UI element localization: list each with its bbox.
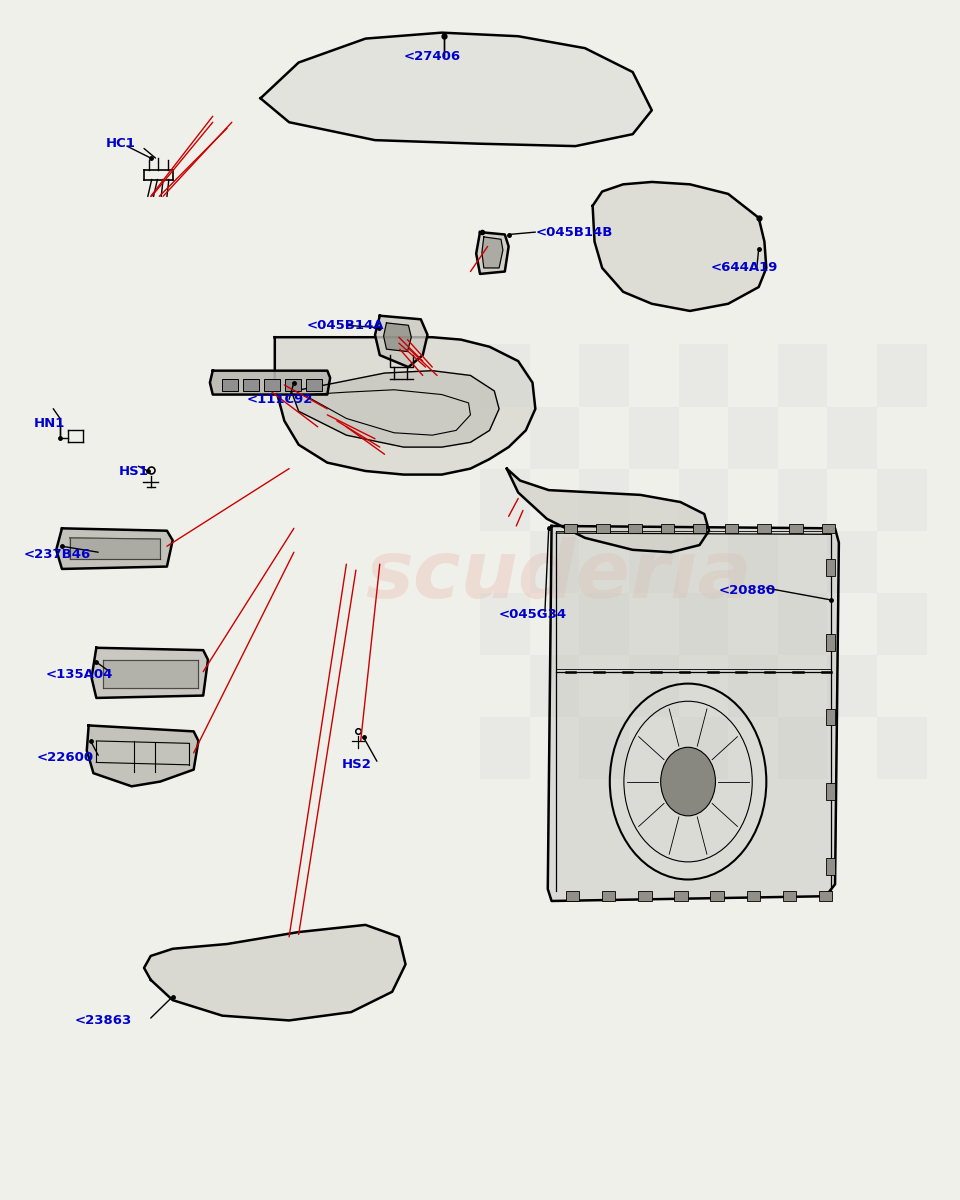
Bar xyxy=(679,469,728,530)
Bar xyxy=(679,344,728,407)
Bar xyxy=(306,379,322,391)
Polygon shape xyxy=(210,371,330,395)
Bar xyxy=(728,655,778,718)
Bar xyxy=(480,593,530,655)
Text: <045G34: <045G34 xyxy=(499,608,567,620)
Bar xyxy=(530,407,579,469)
Bar xyxy=(877,718,926,779)
Text: HS1: HS1 xyxy=(119,464,149,478)
Bar xyxy=(674,892,687,901)
Bar xyxy=(826,858,835,875)
Bar xyxy=(826,634,835,650)
Polygon shape xyxy=(275,337,536,474)
Text: <045B14B: <045B14B xyxy=(536,226,612,239)
Bar xyxy=(480,718,530,779)
Polygon shape xyxy=(86,726,199,786)
Bar xyxy=(564,523,577,533)
Bar xyxy=(638,892,652,901)
Bar xyxy=(565,892,579,901)
Bar xyxy=(679,593,728,655)
Polygon shape xyxy=(91,648,208,698)
Bar xyxy=(778,469,828,530)
Polygon shape xyxy=(592,182,766,311)
Bar xyxy=(877,344,926,407)
Bar xyxy=(579,344,629,407)
Text: HC1: HC1 xyxy=(106,137,135,150)
Text: <644A19: <644A19 xyxy=(711,262,779,275)
Text: <111C92: <111C92 xyxy=(246,392,313,406)
Bar xyxy=(828,530,877,593)
Bar xyxy=(660,523,674,533)
Circle shape xyxy=(660,748,715,816)
Text: <045B14A: <045B14A xyxy=(306,319,384,331)
Text: <27406: <27406 xyxy=(403,50,461,64)
Text: scuderia: scuderia xyxy=(366,538,753,616)
Polygon shape xyxy=(548,526,839,901)
Text: <135A04: <135A04 xyxy=(46,667,113,680)
Bar xyxy=(778,718,828,779)
Bar xyxy=(822,523,835,533)
Bar xyxy=(530,655,579,718)
Bar xyxy=(826,784,835,800)
Text: HN1: HN1 xyxy=(34,416,64,430)
Bar xyxy=(596,523,610,533)
Polygon shape xyxy=(482,236,503,268)
Bar xyxy=(679,718,728,779)
Polygon shape xyxy=(69,538,160,559)
Bar xyxy=(629,523,642,533)
Text: <23863: <23863 xyxy=(74,1014,132,1027)
Bar xyxy=(778,344,828,407)
Bar xyxy=(778,593,828,655)
Bar xyxy=(826,709,835,726)
Bar xyxy=(828,655,877,718)
Text: <20880: <20880 xyxy=(719,584,776,596)
Bar xyxy=(728,407,778,469)
Polygon shape xyxy=(375,316,427,367)
Bar xyxy=(579,593,629,655)
Bar xyxy=(728,530,778,593)
Polygon shape xyxy=(289,371,499,448)
Bar xyxy=(877,593,926,655)
Polygon shape xyxy=(476,232,509,274)
Bar xyxy=(828,407,877,469)
Bar xyxy=(264,379,279,391)
Polygon shape xyxy=(260,32,652,146)
Bar xyxy=(725,523,738,533)
Bar xyxy=(629,407,679,469)
Bar xyxy=(629,655,679,718)
Text: <22600: <22600 xyxy=(36,751,93,764)
Polygon shape xyxy=(507,469,709,552)
Bar xyxy=(757,523,771,533)
Bar xyxy=(579,469,629,530)
Bar xyxy=(223,379,237,391)
Bar xyxy=(530,530,579,593)
Polygon shape xyxy=(144,925,405,1020)
Bar xyxy=(579,718,629,779)
Polygon shape xyxy=(384,323,411,352)
Bar xyxy=(789,523,803,533)
Polygon shape xyxy=(57,528,173,569)
Bar xyxy=(877,469,926,530)
Bar xyxy=(480,344,530,407)
Bar xyxy=(602,892,615,901)
Bar xyxy=(747,892,760,901)
Bar xyxy=(693,523,707,533)
Text: HS2: HS2 xyxy=(342,758,372,772)
Bar xyxy=(710,892,724,901)
Bar xyxy=(629,530,679,593)
Bar xyxy=(819,892,832,901)
Bar xyxy=(480,469,530,530)
Text: <237B46: <237B46 xyxy=(24,548,91,562)
Bar xyxy=(782,892,796,901)
Bar xyxy=(826,559,835,576)
Bar xyxy=(285,379,300,391)
Polygon shape xyxy=(103,660,199,689)
Bar xyxy=(243,379,258,391)
